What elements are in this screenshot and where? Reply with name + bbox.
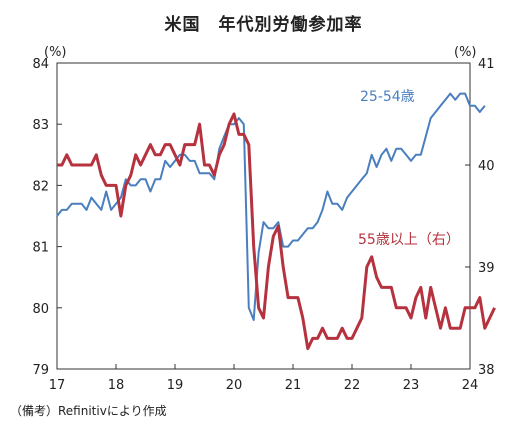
right-axis-unit: (%) xyxy=(454,45,477,60)
left-tick-label: 84 xyxy=(32,57,49,72)
x-tick-label: 19 xyxy=(167,378,184,393)
x-tick-label: 18 xyxy=(108,378,125,393)
left-tick-label: 79 xyxy=(32,363,49,378)
series-line-55-plus xyxy=(57,112,496,351)
right-tick-label: 38 xyxy=(478,363,495,378)
x-tick-label: 24 xyxy=(462,378,479,393)
right-tick-label: 41 xyxy=(478,57,495,72)
source-note: （備考）Refinitivにより作成 xyxy=(10,404,167,418)
left-tick-label: 80 xyxy=(32,302,49,317)
x-tick-label: 21 xyxy=(285,378,302,393)
x-tick-label: 20 xyxy=(226,378,243,393)
right-tick-label: 39 xyxy=(478,261,495,276)
right-tick-label: 40 xyxy=(478,159,495,174)
chart-title: 米国 年代別労働参加率 xyxy=(164,15,363,35)
series-label-25-54: 25-54歳 xyxy=(360,89,415,105)
x-tick-label: 22 xyxy=(344,378,361,393)
x-tick-label: 23 xyxy=(403,378,420,393)
plot-frame xyxy=(56,62,471,370)
left-tick-label: 82 xyxy=(32,179,49,194)
series-label-55-plus: 55歳以上（右） xyxy=(358,232,460,248)
x-tick-label: 17 xyxy=(49,378,66,393)
left-tick-label: 81 xyxy=(32,241,49,256)
left-tick-label: 83 xyxy=(32,118,49,133)
left-axis-unit: (%) xyxy=(44,45,67,60)
